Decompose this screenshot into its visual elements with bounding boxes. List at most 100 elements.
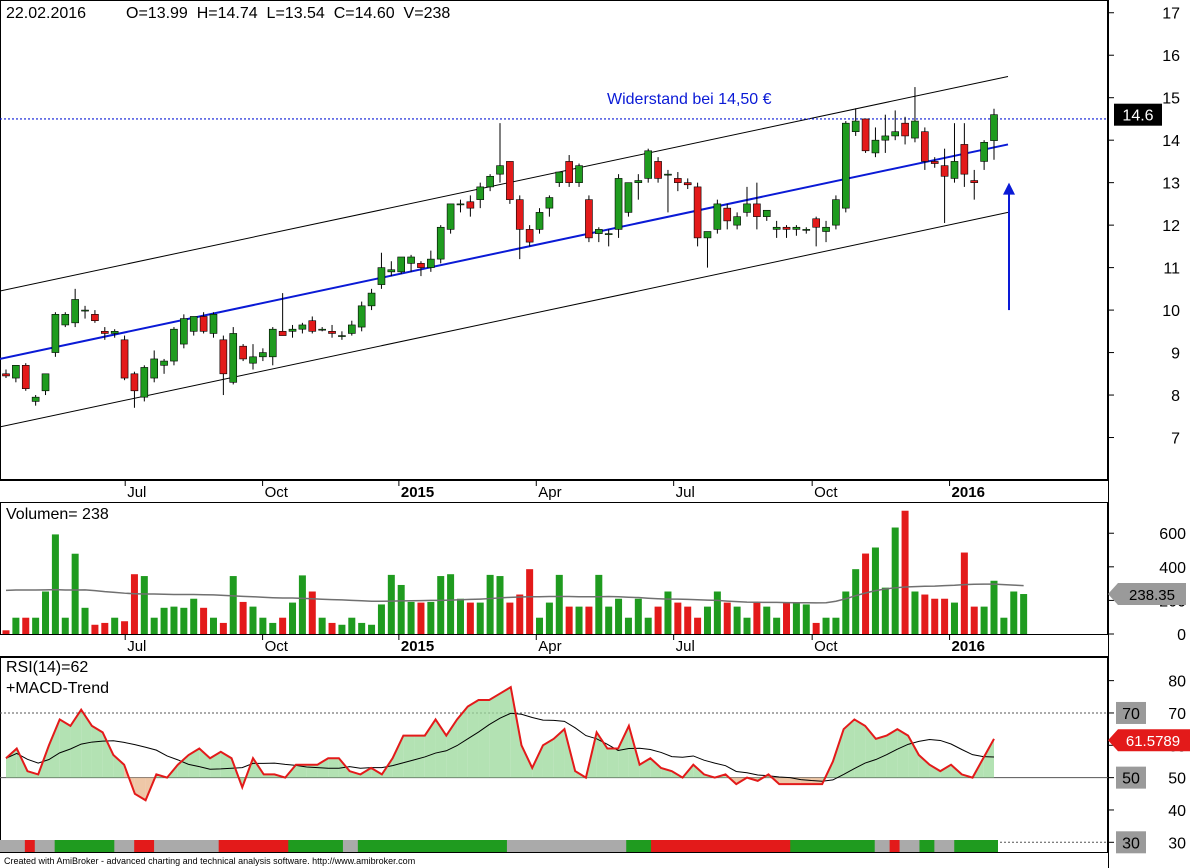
candle-body [901,122,909,137]
price-tick-label: 9 [1171,346,1180,363]
price-tick-label: 10 [1162,303,1180,320]
volume-moving-average [5,583,1024,604]
price-tick-label: 11 [1163,261,1180,278]
candle-body [278,331,287,336]
candle-body [624,182,633,213]
volume-bar [456,598,464,634]
candle-body [713,203,722,230]
macd-trend-segment [0,840,29,852]
volume-tick-label: 400 [1159,560,1186,577]
rsi-fill-segment [607,748,619,778]
candle-body [743,203,751,213]
candle-body [71,299,79,324]
volume-bar [71,553,79,634]
candle-body [762,209,771,217]
candle-body [347,324,356,334]
volume-bar [417,602,425,634]
candle-body [318,328,326,331]
candle-body [565,161,573,183]
rsi-fill-segment [854,719,866,778]
candle-body [950,161,959,179]
candle-body [397,256,406,273]
candle-body [802,229,811,231]
volume-bar [130,574,138,634]
macd-trend-segment [790,840,879,852]
volume-panel: 0200400600JulOct2015AprJulOct2016238.35 [2,510,1186,655]
price-tick-label: 7 [1171,431,1180,448]
candle-body [891,131,900,137]
rsi-fill-segment [467,700,479,778]
volume-bar [743,617,751,634]
candle-body [535,212,544,230]
rsi-fill-segment [70,709,82,778]
volume-bar [931,598,939,634]
volume-bar [1000,617,1008,634]
volume-bar [822,617,830,634]
volume-bar [269,622,277,634]
volume-bar [802,604,810,634]
volume-bar [2,630,10,634]
candle-body [881,135,890,141]
candle-body [753,203,761,217]
volume-bar [140,576,148,634]
candle-body [377,267,386,285]
volume-bar [733,606,741,634]
volume-x-label: Oct [814,638,838,655]
volume-frame [0,502,1108,635]
candle-body [812,218,820,228]
price-x-label: Oct [265,484,289,501]
candle-body [644,150,653,179]
macd-trend-title: +MACD-Trend [6,680,109,697]
candle-body [654,161,662,179]
volume-bar [901,510,909,634]
candle-body [199,316,208,332]
macd-trend-segment [506,840,631,852]
rsi-fill-segment [596,732,608,778]
rsi-fill-segment [478,700,490,778]
price-tick-label: 17 [1162,6,1180,23]
volume-bar [348,617,356,634]
volume-bar [180,607,188,634]
volume-bar [536,617,544,634]
volume-bar [318,617,326,634]
candle-body [851,120,860,132]
rsi-fill-segment [435,719,447,778]
candle-body [81,309,89,312]
volume-bar [308,591,316,634]
price-x-label: 2016 [952,484,985,501]
candle-body [288,328,297,332]
candle-body [209,314,218,334]
candle-body [417,263,425,268]
volume-bar [674,602,682,634]
candle-body [31,396,40,402]
candle-body [407,256,415,264]
panel-frames [0,0,1109,868]
price-tick-label: 15 [1162,91,1180,108]
candle-body [832,199,840,226]
volume-bar [773,617,781,634]
candle-body [674,178,682,183]
volume-bar [298,575,306,634]
volume-x-label: Jul [676,638,695,655]
candle-body [456,203,465,206]
volume-bar [852,569,860,634]
price-last-value-box [1114,103,1162,126]
channel-lower-line [0,211,1009,428]
volume-bar [565,606,573,634]
rsi-level-box-label: 70 [1122,706,1140,723]
rsi-fill-segment [800,777,812,785]
macd-trend-segment [874,840,894,852]
candle-body [792,226,801,230]
rsi-tick-label: 30 [1168,835,1186,852]
candle-body [120,339,129,379]
volume-bar [595,574,603,634]
rsi-fill-segment [908,735,919,778]
volume-bar [219,622,227,634]
candle-body [841,122,850,209]
candle-body [357,305,366,328]
candle-body [41,373,50,392]
candle-body [12,365,20,379]
volume-bar [476,602,484,634]
volume-bar [832,617,840,634]
